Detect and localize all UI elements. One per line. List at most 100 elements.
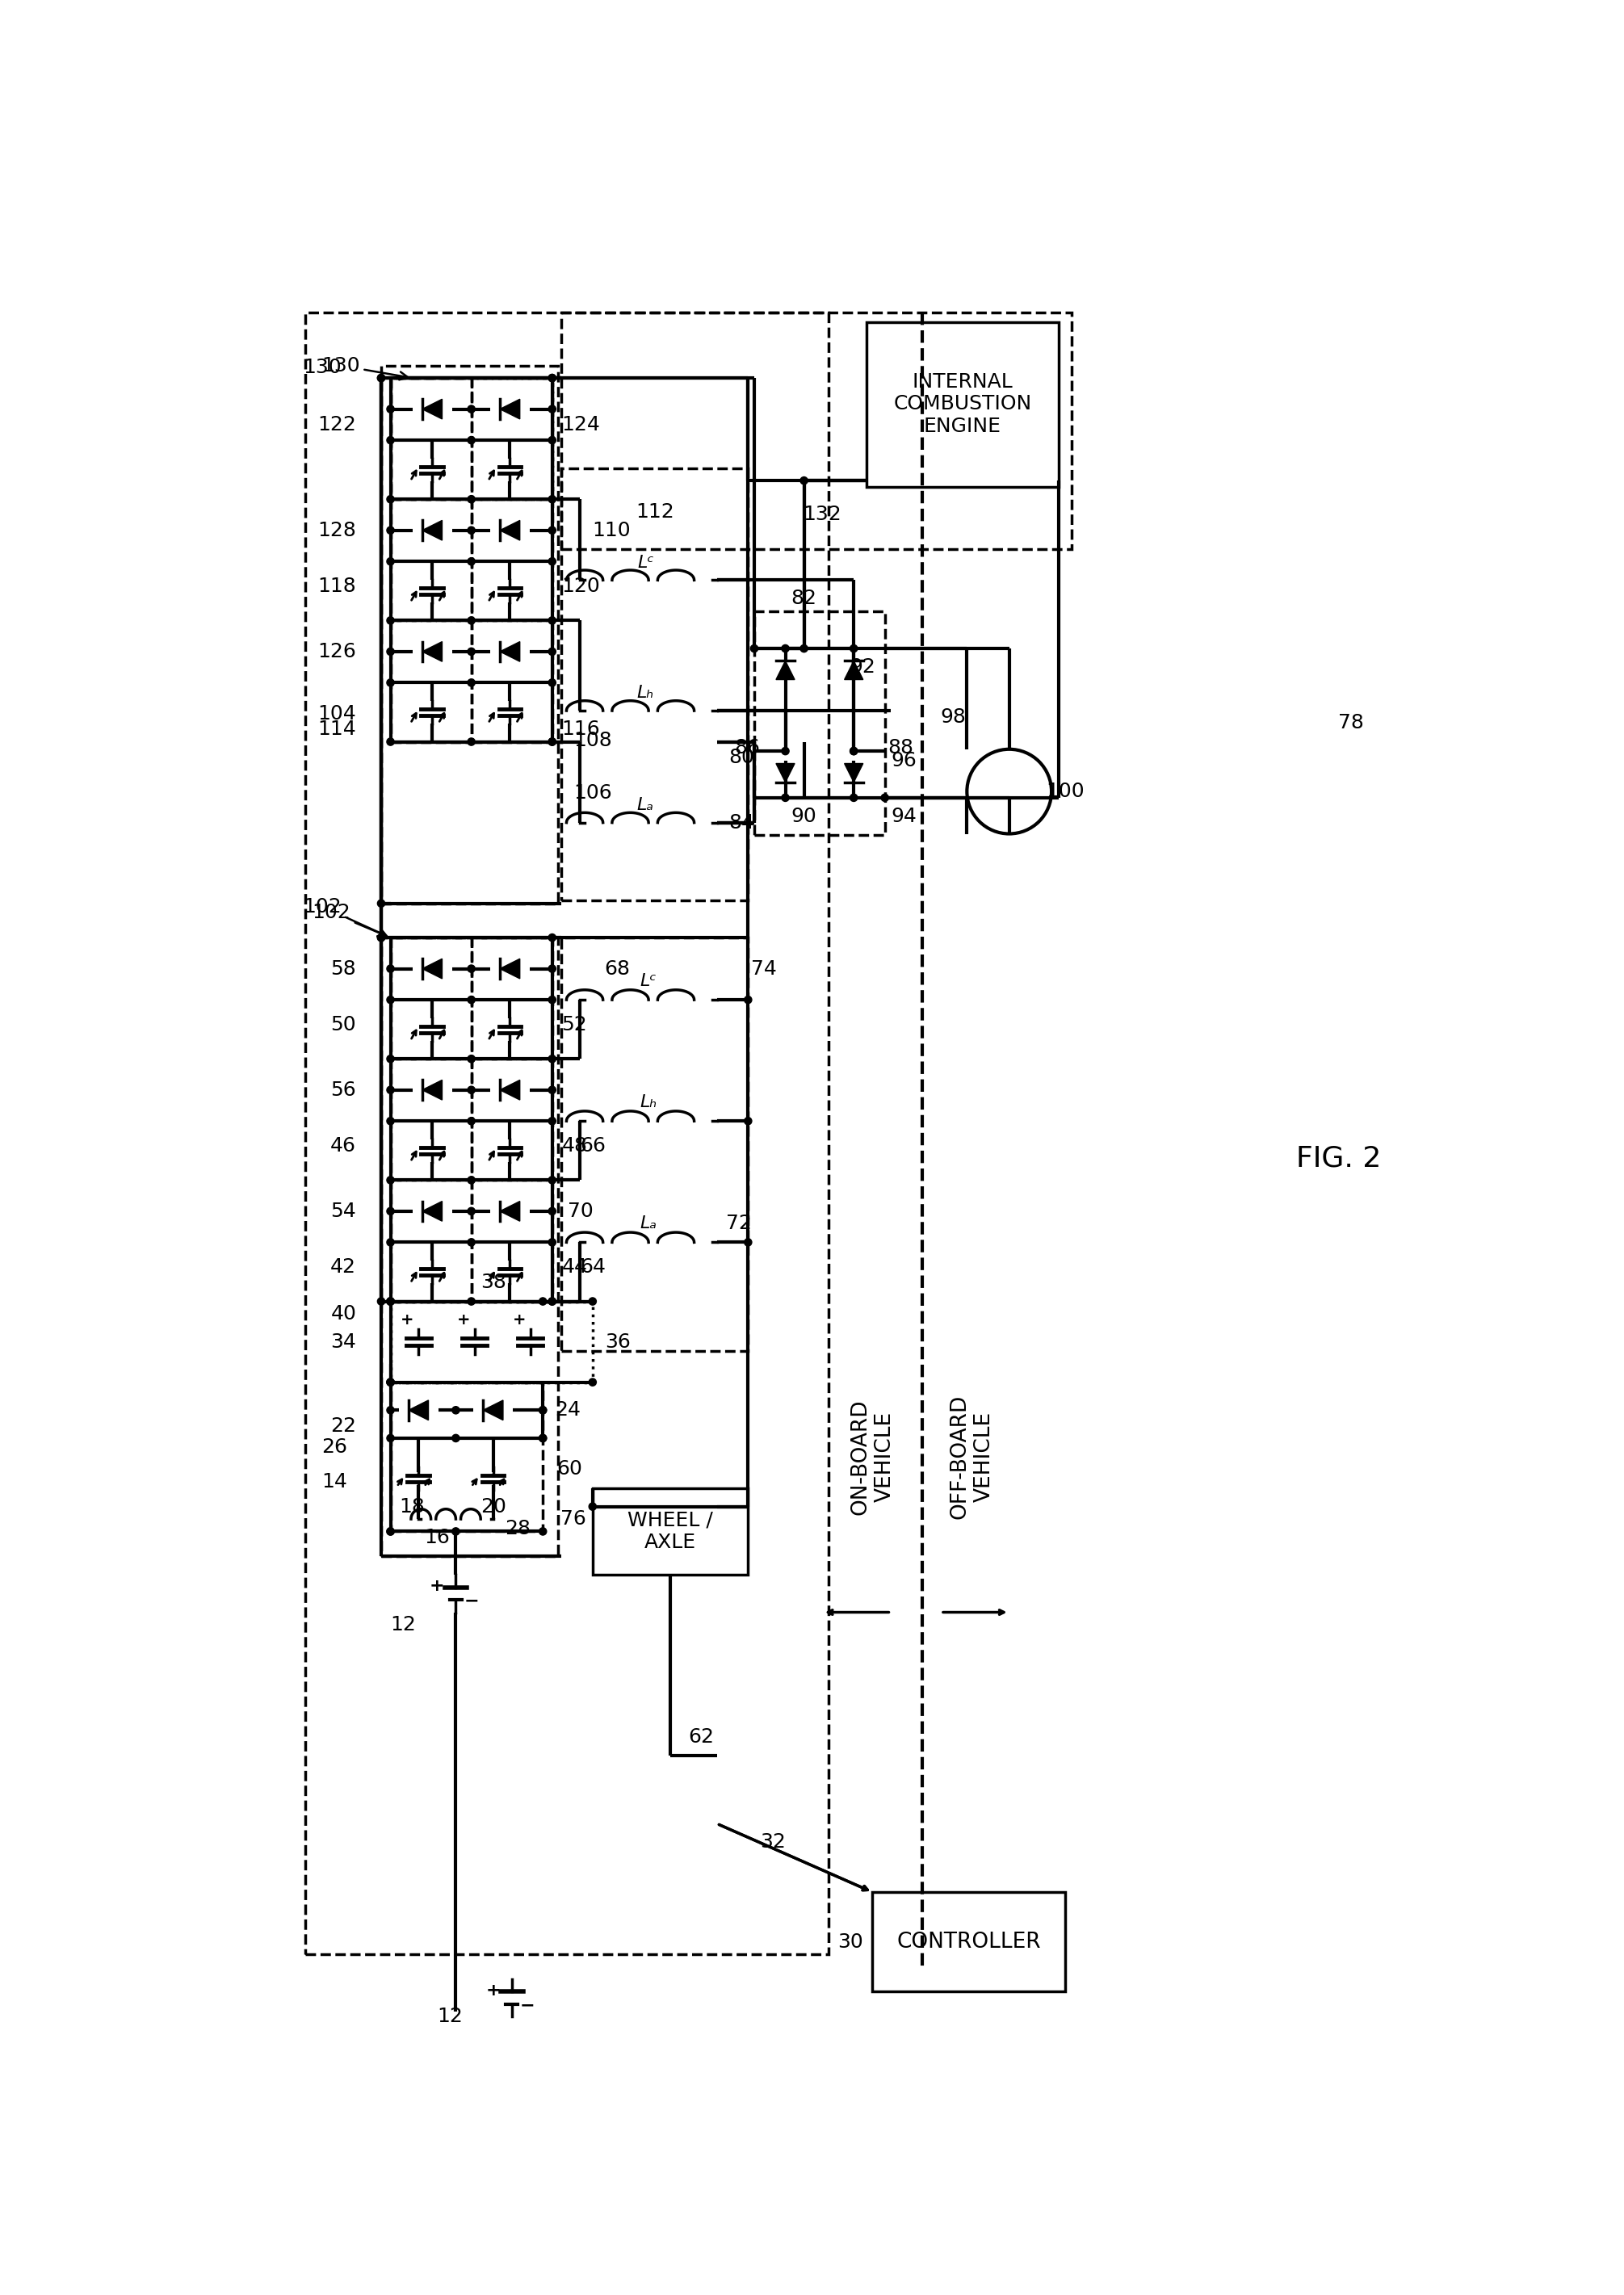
- Text: −: −: [464, 1593, 479, 1609]
- Bar: [390, 1058, 471, 1180]
- Text: 50: 50: [331, 1014, 356, 1035]
- Text: OFF-BOARD
VEHICLE: OFF-BOARD VEHICLE: [950, 1395, 994, 1519]
- Text: 46: 46: [330, 1136, 356, 1157]
- Circle shape: [468, 647, 476, 656]
- Circle shape: [387, 496, 395, 503]
- Circle shape: [549, 1297, 555, 1306]
- Polygon shape: [422, 521, 442, 539]
- Circle shape: [882, 794, 888, 801]
- Circle shape: [801, 645, 807, 652]
- Text: 110: 110: [593, 521, 630, 539]
- Text: 126: 126: [318, 643, 356, 661]
- Text: 40: 40: [331, 1304, 356, 1324]
- Text: 116: 116: [562, 721, 599, 739]
- Text: 18: 18: [400, 1496, 425, 1517]
- Circle shape: [468, 406, 476, 413]
- Circle shape: [377, 900, 385, 907]
- Text: Lₕ: Lₕ: [640, 1095, 658, 1111]
- Bar: [390, 1301, 593, 1382]
- Text: 120: 120: [562, 576, 599, 597]
- Circle shape: [468, 496, 476, 503]
- Text: Lₕ: Lₕ: [637, 686, 654, 702]
- Text: 102: 102: [312, 902, 387, 936]
- Text: 88: 88: [888, 739, 914, 757]
- Circle shape: [387, 558, 395, 565]
- Circle shape: [387, 1379, 395, 1386]
- Circle shape: [539, 1407, 547, 1414]
- Circle shape: [468, 1239, 476, 1246]
- Text: 12: 12: [437, 2006, 463, 2026]
- Polygon shape: [776, 661, 794, 679]
- Text: 22: 22: [330, 1416, 356, 1434]
- Circle shape: [549, 558, 555, 565]
- Text: 84: 84: [729, 812, 754, 833]
- Circle shape: [849, 794, 857, 801]
- Circle shape: [387, 1407, 395, 1414]
- Text: 30: 30: [838, 1932, 862, 1951]
- Text: 106: 106: [573, 783, 612, 803]
- Circle shape: [549, 996, 555, 1003]
- Circle shape: [549, 406, 555, 413]
- Circle shape: [468, 1118, 476, 1125]
- Bar: [390, 1382, 542, 1531]
- Circle shape: [549, 1239, 555, 1246]
- Polygon shape: [500, 399, 520, 420]
- Circle shape: [590, 1379, 596, 1386]
- Bar: [390, 939, 471, 1058]
- Text: 76: 76: [560, 1510, 586, 1528]
- Text: 44: 44: [562, 1258, 588, 1276]
- Text: 130: 130: [322, 356, 408, 379]
- Text: 38: 38: [481, 1274, 507, 1292]
- Polygon shape: [422, 1200, 442, 1221]
- Circle shape: [387, 739, 395, 746]
- Text: 54: 54: [331, 1203, 356, 1221]
- Circle shape: [387, 1177, 395, 1184]
- Circle shape: [468, 739, 476, 746]
- Circle shape: [387, 679, 395, 686]
- Text: 28: 28: [505, 1519, 531, 1538]
- Circle shape: [849, 748, 857, 755]
- Circle shape: [549, 934, 555, 941]
- Circle shape: [549, 1086, 555, 1095]
- Circle shape: [387, 1434, 395, 1441]
- Text: 98: 98: [940, 707, 966, 728]
- Circle shape: [549, 1207, 555, 1214]
- Circle shape: [468, 1056, 476, 1063]
- Circle shape: [549, 617, 555, 624]
- Bar: [562, 468, 749, 900]
- Circle shape: [451, 1528, 460, 1535]
- Bar: [866, 321, 1059, 487]
- Text: 60: 60: [557, 1460, 581, 1478]
- Polygon shape: [484, 1400, 503, 1421]
- Text: 132: 132: [802, 505, 841, 526]
- Circle shape: [549, 964, 555, 973]
- Bar: [382, 939, 559, 1556]
- Circle shape: [387, 1528, 395, 1535]
- Circle shape: [744, 1118, 752, 1125]
- Circle shape: [377, 1297, 385, 1306]
- Circle shape: [801, 477, 807, 484]
- Circle shape: [781, 748, 789, 755]
- Circle shape: [377, 374, 385, 381]
- Circle shape: [849, 748, 857, 755]
- Circle shape: [549, 1118, 555, 1125]
- Text: 128: 128: [318, 521, 356, 539]
- Text: 24: 24: [555, 1400, 581, 1421]
- Circle shape: [387, 1297, 395, 1306]
- Text: 70: 70: [568, 1203, 593, 1221]
- Circle shape: [549, 1056, 555, 1063]
- Text: +: +: [513, 1313, 526, 1329]
- Bar: [390, 1180, 471, 1301]
- Circle shape: [377, 374, 385, 381]
- Circle shape: [590, 1503, 596, 1510]
- Circle shape: [387, 526, 395, 535]
- Circle shape: [387, 1086, 395, 1095]
- Text: 64: 64: [580, 1258, 606, 1276]
- Bar: [471, 379, 552, 500]
- Circle shape: [539, 1434, 547, 1441]
- Text: 82: 82: [791, 590, 817, 608]
- Polygon shape: [844, 764, 862, 783]
- Circle shape: [387, 647, 395, 656]
- Text: 80: 80: [729, 748, 754, 767]
- Text: CONTROLLER: CONTROLLER: [896, 1932, 1041, 1953]
